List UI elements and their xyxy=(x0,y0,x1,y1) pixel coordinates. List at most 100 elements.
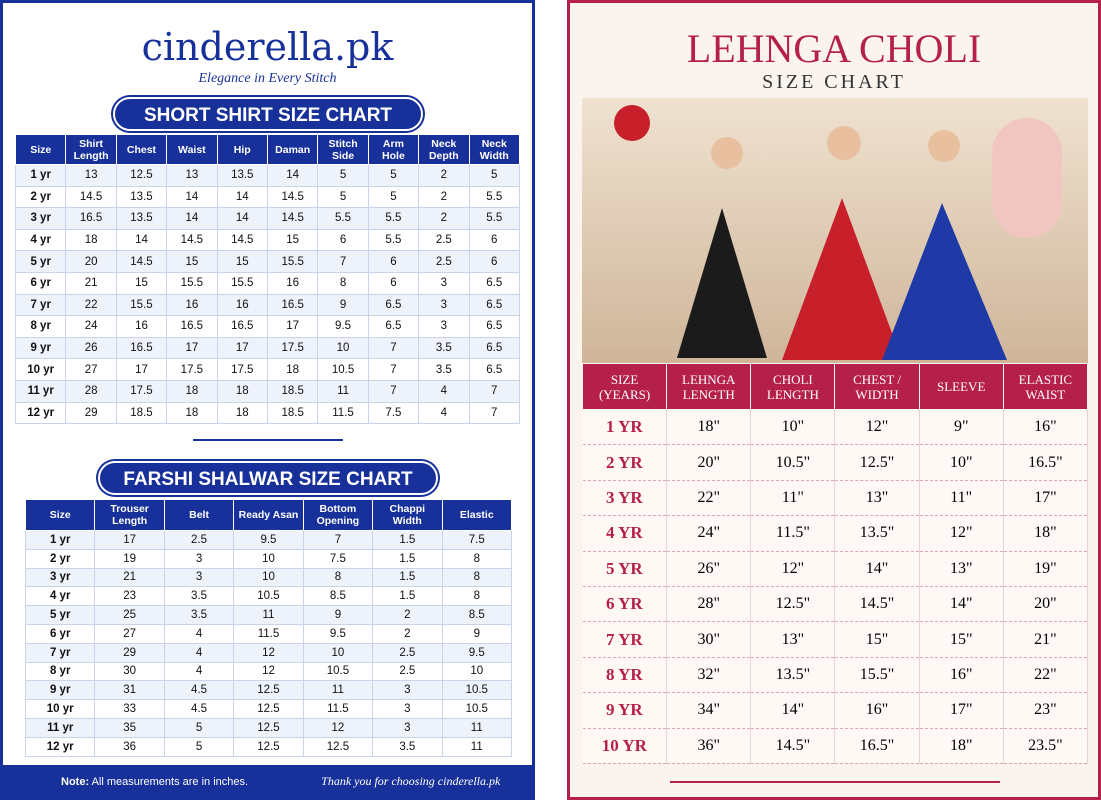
table-cell: 1.5 xyxy=(372,567,443,588)
column-header: Daman xyxy=(266,134,319,165)
table-cell: 14 xyxy=(115,228,168,252)
table-cell: 16 xyxy=(166,293,218,317)
table-cell: 17" xyxy=(1003,480,1089,517)
column-header: Size xyxy=(14,134,67,165)
table-cell: 16 xyxy=(115,315,168,338)
table-cell: 18 xyxy=(216,401,268,425)
column-header: Trouser Length xyxy=(94,499,165,531)
note: All measurements are in inches. xyxy=(91,776,249,788)
table-cell: 14 xyxy=(166,207,218,230)
table-row: 11 yr 28 17.5 18 18 18.5 11 7 4 7 xyxy=(14,379,521,403)
table-row: 8 YR 32" 13.5" 15.5" 16" 22" xyxy=(582,657,1089,694)
table-cell: 10 YR xyxy=(582,728,668,764)
table-cell: 15" xyxy=(919,621,1004,658)
table-cell: 14.5" xyxy=(750,728,836,764)
table-cell: 16.5 xyxy=(166,315,218,338)
column-header: Stitch Side xyxy=(317,134,369,165)
column-header: Chappi Width xyxy=(372,499,443,531)
table-cell: 16.5 xyxy=(216,315,268,338)
shirt-table: Size Shirt Length Chest Waist Hip Daman Stitch… xyxy=(14,134,521,425)
column-header: CHEST / WIDTH xyxy=(834,363,920,410)
table-cell: 3 yr xyxy=(24,567,96,588)
table-cell: 11 xyxy=(317,379,369,403)
title: LEHNGA CHOLI xyxy=(686,26,982,71)
table-cell: 11.5 xyxy=(233,623,304,644)
table-row: 3 yr 21 3 10 8 1.5 8 xyxy=(24,567,513,588)
table-row: 3 YR 22" 11" 13" 11" 17" xyxy=(582,480,1089,517)
table-cell: 2 xyxy=(372,623,443,644)
table-cell: 14.5 xyxy=(166,228,218,252)
table-cell: 16.5" xyxy=(834,728,920,764)
table-cell: 6 YR xyxy=(582,586,668,623)
table-cell: 11 xyxy=(441,736,513,757)
table-cell: 6 yr xyxy=(24,623,96,644)
table-cell: 11 yr xyxy=(14,379,67,403)
table-cell: 10.5" xyxy=(750,444,836,481)
table-cell: 7 xyxy=(302,530,374,550)
table-cell: 9 yr xyxy=(14,336,67,360)
table-cell: 14" xyxy=(750,692,836,729)
table-cell: 16" xyxy=(1003,409,1089,446)
table-cell: 18 xyxy=(65,228,117,252)
table-cell: 3.5 xyxy=(163,586,235,607)
table-cell: 20" xyxy=(1003,586,1089,623)
table-cell: 12.5 xyxy=(302,736,374,757)
table-cell: 12" xyxy=(834,409,920,446)
column-header: Size xyxy=(24,499,96,531)
header-row: Size Trouser Length Belt Ready Asan Bottom O… xyxy=(24,499,513,531)
table-cell: 2.5 xyxy=(163,530,235,550)
table-cell: 7 xyxy=(468,401,521,425)
lehnga-table: SIZE (YEARS) LEHNGA LENGTH CHOLI LENGTH CHE… xyxy=(581,363,1089,764)
table-cell: 14" xyxy=(834,551,920,587)
table-cell: 30" xyxy=(666,621,752,658)
table-cell: 7.5 xyxy=(302,548,374,569)
table-cell: 3 xyxy=(372,680,443,701)
footer: Note: All measurements are in inches. Th… xyxy=(3,765,532,797)
table-cell: 17 xyxy=(115,358,168,381)
shirt-title: SHORT SHIRT SIZE CHART xyxy=(113,97,423,131)
table-cell: 18.5 xyxy=(266,401,319,425)
table-row: 7 yr 29 4 12 10 2.5 9.5 xyxy=(24,642,513,663)
table-cell: 8 xyxy=(302,567,374,588)
table-cell: 13.5 xyxy=(115,185,168,209)
table-cell: 5 xyxy=(367,164,420,187)
table-cell: 11" xyxy=(919,480,1004,517)
table-cell: 21" xyxy=(1003,621,1089,658)
table-cell: 10.5 xyxy=(233,586,304,607)
table-cell: 28 xyxy=(65,379,117,403)
table-row: 10 YR 36" 14.5" 16.5" 18" 23.5" xyxy=(582,728,1089,764)
table-cell: 3 xyxy=(418,315,470,338)
table-cell: 4 yr xyxy=(14,228,67,252)
table-cell: 18 xyxy=(166,379,218,403)
table-cell: 9.5 xyxy=(233,530,304,550)
table-cell: 26 xyxy=(65,336,117,360)
table-cell: 8 yr xyxy=(24,661,96,682)
subtitle: SIZE CHART xyxy=(762,71,906,93)
table-cell: 3 xyxy=(163,548,235,569)
column-header: LEHNGA LENGTH xyxy=(666,363,752,410)
table-cell: 9" xyxy=(919,409,1004,446)
table-cell: 35 xyxy=(94,717,165,738)
header-row: Size Shirt Length Chest Waist Hip Daman Stitch… xyxy=(14,134,521,165)
table-cell: 5.5 xyxy=(317,207,369,230)
table-cell: 23.5" xyxy=(1003,728,1089,764)
table-row: 6 YR 28" 12.5" 14.5" 14" 20" xyxy=(582,586,1089,623)
brand: cinderella.pk xyxy=(141,25,394,69)
table-cell: 12" xyxy=(750,551,836,587)
table-cell: 5 yr xyxy=(24,605,96,625)
table-cell: 17.5 xyxy=(266,336,319,360)
tagline: Elegance in Every Stitch xyxy=(198,71,337,86)
table-row: 4 yr 18 14 14.5 14.5 15 6 5.5 2.5 6 xyxy=(14,228,521,252)
table-cell: 13.5 xyxy=(115,207,168,230)
table-cell: 7 xyxy=(317,250,369,273)
thanks: Thank you for choosing cinderella.pk xyxy=(321,774,501,788)
table-cell: 3.5 xyxy=(163,605,235,625)
table-cell: 9 YR xyxy=(582,692,668,729)
table-cell: 3 xyxy=(372,699,443,719)
column-header: Neck Depth xyxy=(418,134,470,165)
table-cell: 11 xyxy=(233,605,304,625)
table-cell: 13" xyxy=(834,480,920,517)
table-cell: 12 yr xyxy=(14,401,67,425)
table-row: 2 yr 14.5 13.5 14 14 14.5 5 5 2 5.5 xyxy=(14,185,521,209)
table-cell: 36" xyxy=(666,728,752,764)
